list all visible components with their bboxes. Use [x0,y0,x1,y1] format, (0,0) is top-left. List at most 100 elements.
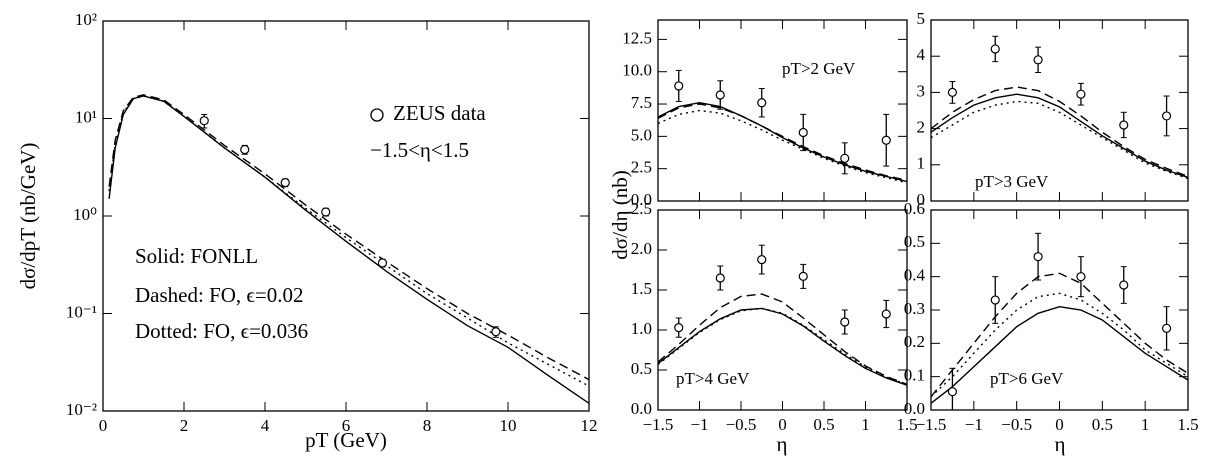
data-point [840,153,850,163]
x-tick-label: 10 [500,416,517,435]
data-point [321,207,331,217]
y-tick-label: 1.0 [631,319,652,338]
y-tick-label: 10² [75,10,97,29]
curve [931,272,1188,398]
data-point [947,387,958,397]
curve [658,109,907,184]
data-point [757,255,767,265]
x-tick-label: −1.5 [916,415,947,434]
y-tick-label: 1.5 [631,279,652,298]
x-axis-label: pT (GeV) [305,428,387,452]
x-tick-label: 0 [778,415,787,434]
data-point [674,81,684,91]
data-point [715,273,725,283]
x-tick-label: 1.5 [896,415,917,434]
legend-marker [370,108,384,122]
y-tick-label: 0.6 [904,199,925,218]
data-point [990,44,1000,54]
y-tick-label: 10⁻² [66,400,97,419]
data-point [1161,323,1172,333]
data-point [491,327,501,337]
annotation: −1.5<η<1.5 [370,138,469,162]
data-point [881,309,891,319]
x-tick-label: 0.5 [1092,415,1113,434]
data-point [240,144,250,155]
y-tick-label: 2 [917,118,926,137]
legend-entry: Dashed: FO, ϵ=0.02 [135,283,304,307]
curve [931,100,1188,180]
curve [658,293,907,386]
data-point [990,295,1000,305]
x-tick-label: 2 [180,416,189,435]
curve [658,103,907,181]
y-tick-label: 0.1 [904,366,925,385]
data-point [1119,120,1129,130]
data-point [377,258,388,268]
y-tick-label: 7.5 [631,93,652,112]
legend-entry: Solid: FONLL [135,244,258,268]
curve [931,292,1188,398]
curve [108,94,589,381]
data-point [840,317,850,327]
x-tick-label: 1 [861,415,870,434]
curve [931,93,1188,179]
y-tick-label: 0.2 [904,332,925,351]
data-point [1076,272,1086,282]
y-tick-label: 10¹ [75,107,97,126]
curve [931,305,1188,404]
y-tick-label: 2.5 [631,158,652,177]
data-point [881,135,891,145]
y-tick-label: 0.0 [631,190,652,209]
plot-frame [930,19,1189,202]
y-tick-label: 2.5 [631,199,652,218]
annotation: pT>2 GeV [782,59,856,78]
data-point [199,116,209,126]
legend-entry: Dotted: FO, ϵ=0.036 [135,319,308,343]
y-axis-label: dσ/dη (nb) [608,170,632,259]
data-point [1076,89,1086,99]
plot-frame [657,19,908,202]
y-tick-label: 10⁻¹ [66,302,97,321]
data-point [1033,55,1043,65]
y-tick-label: 0 [917,190,926,209]
data-point [1119,280,1129,290]
data-point [1161,111,1172,121]
y-tick-label: 0.5 [631,359,652,378]
data-point [280,178,290,188]
x-tick-label: −0.5 [1001,415,1032,434]
x-tick-label: 0 [99,416,108,435]
y-tick-label: 1 [917,154,926,173]
y-tick-label: 0.4 [904,266,926,285]
x-tick-label: 1 [1141,415,1150,434]
annotation: pT>6 GeV [990,369,1064,388]
y-tick-label: 5 [917,9,926,28]
curve [658,101,907,183]
x-tick-label: −1 [965,415,983,434]
y-tick-label: 5.0 [631,125,652,144]
legend-entry: ZEUS data [393,101,486,125]
y-tick-label: 0.0 [631,399,652,418]
x-axis-label: η [777,432,788,456]
y-axis-label: dσ/dpT (nb/GeV) [16,143,40,290]
x-tick-label: −0.5 [726,415,757,434]
data-point [798,271,808,281]
x-tick-label: 12 [581,416,598,435]
annotation: pT>4 GeV [676,369,750,388]
y-tick-label: 12.5 [622,28,652,47]
data-point [947,87,958,98]
x-tick-label: 0 [1055,415,1064,434]
x-tick-label: 6 [342,416,351,435]
y-tick-label: 10⁰ [73,205,97,224]
x-axis-label: η [1055,432,1066,456]
y-tick-label: 4 [917,45,926,64]
data-point [798,127,808,138]
x-tick-label: 0.5 [813,415,834,434]
data-point [674,323,684,333]
x-tick-label: −1 [690,415,708,434]
y-tick-label: 10.0 [622,61,652,80]
x-tick-label: −1.5 [643,415,674,434]
annotation: pT>3 GeV [975,172,1049,191]
y-tick-label: 0.3 [904,299,925,318]
y-tick-label: 3 [917,81,926,100]
